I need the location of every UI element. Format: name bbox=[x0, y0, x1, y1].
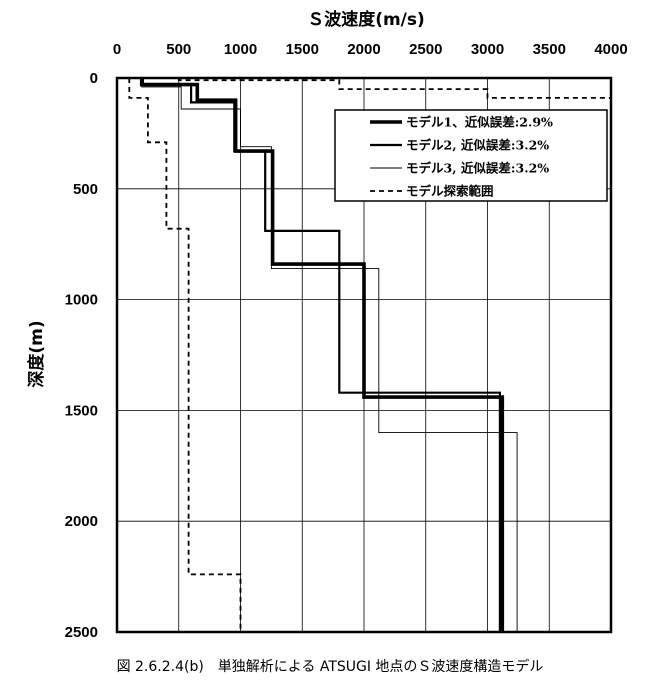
series-line-5 bbox=[177, 78, 611, 99]
x-axis-title: Ｓ波速度(m/s) bbox=[307, 9, 425, 30]
legend: モデル1、近似誤差:2.9% モデル2, 近似誤差:3.2% モデル3, 近似誤差:… bbox=[334, 109, 608, 202]
x-tick-label: 3500 bbox=[533, 41, 566, 58]
y-tick-label: 0 bbox=[90, 70, 98, 87]
x-tick-label: 4000 bbox=[594, 41, 627, 58]
x-tick-label: 0 bbox=[113, 41, 121, 58]
y-axis-title: 深度(m) bbox=[26, 320, 47, 387]
y-tick-label: 1500 bbox=[65, 402, 98, 419]
legend-box bbox=[334, 109, 608, 202]
x-tick-labels: 0 500 1000 1500 2000 2500 3000 3500 4000 bbox=[113, 41, 628, 58]
legend-label-2: モデル2, 近似誤差:3.2% bbox=[406, 138, 549, 153]
y-tick-label: 2500 bbox=[65, 624, 98, 641]
series-line-1 bbox=[139, 78, 505, 632]
y-tick-label: 1000 bbox=[65, 292, 98, 309]
legend-label-4: モデル探索範囲 bbox=[406, 184, 494, 199]
x-tick-label: 2500 bbox=[409, 41, 442, 58]
series-line-3 bbox=[141, 78, 518, 632]
y-tick-label: 2000 bbox=[65, 513, 98, 530]
x-tick-label: 500 bbox=[166, 41, 191, 58]
y-tick-label: 500 bbox=[73, 181, 98, 198]
series-line-4 bbox=[128, 78, 242, 632]
x-tick-label: 1500 bbox=[286, 41, 319, 58]
y-tick-labels: 0 500 1000 1500 2000 2500 bbox=[65, 70, 98, 641]
legend-label-1: モデル1、近似誤差:2.9% bbox=[406, 115, 553, 130]
chart: 0 500 1000 1500 2000 2500 3000 3500 4000 0 500 100… bbox=[26, 9, 628, 641]
x-tick-label: 2000 bbox=[347, 41, 380, 58]
figure-caption: 図 2.6.2.4(b) 単独解析による ATSUGI 地点のＳ波速度構造モデル bbox=[116, 659, 544, 675]
x-tick-label: 3000 bbox=[471, 41, 504, 58]
plot-frame bbox=[115, 76, 613, 634]
x-tick-label: 1000 bbox=[224, 41, 257, 58]
legend-label-3: モデル3, 近似誤差:3.2% bbox=[406, 161, 549, 176]
series-layer bbox=[128, 78, 611, 632]
